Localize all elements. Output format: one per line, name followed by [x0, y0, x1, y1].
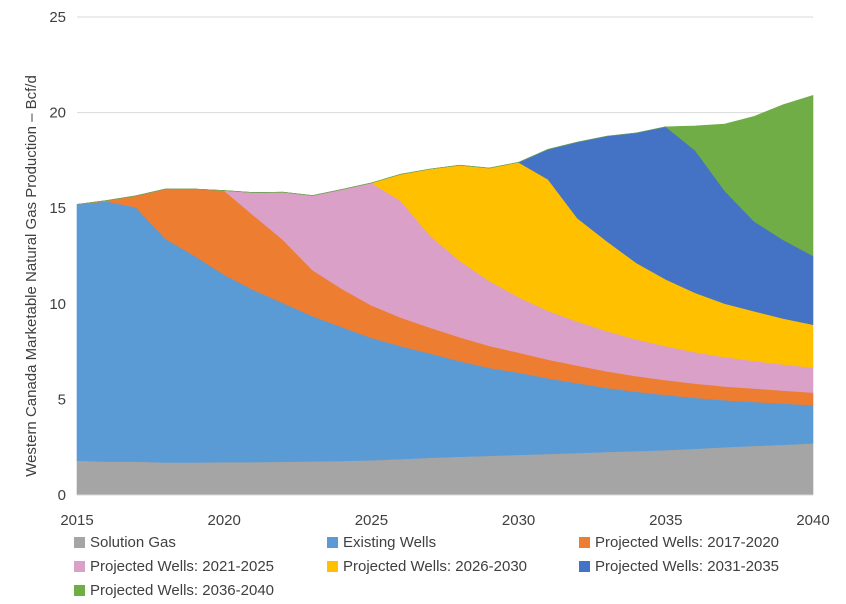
x-tick-label: 2025 — [355, 512, 388, 529]
legend-label: Projected Wells: 2036-2040 — [90, 582, 274, 599]
legend-label: Solution Gas — [90, 534, 176, 551]
legend-item: Projected Wells: 2036-2040 — [74, 582, 274, 599]
legend-item: Solution Gas — [74, 534, 176, 551]
legend-label: Projected Wells: 2021-2025 — [90, 558, 274, 575]
legend-item: Projected Wells: 2017-2020 — [579, 534, 779, 551]
x-tick-label: 2040 — [796, 512, 829, 529]
legend-swatch — [327, 537, 338, 548]
legend-item: Projected Wells: 2031-2035 — [579, 558, 779, 575]
legend-swatch — [74, 537, 85, 548]
legend-item: Existing Wells — [327, 534, 436, 551]
x-tick-label: 2020 — [208, 512, 241, 529]
y-tick-label: 10 — [49, 296, 66, 313]
y-axis-ticks: 0 5 10 15 20 25 — [49, 9, 66, 504]
legend-item: Projected Wells: 2021-2025 — [74, 558, 274, 575]
legend-label: Projected Wells: 2026-2030 — [343, 558, 527, 575]
x-axis-ticks: 2015 2020 2025 2030 2035 2040 — [60, 512, 829, 529]
x-tick-label: 2015 — [60, 512, 93, 529]
x-tick-label: 2030 — [502, 512, 535, 529]
y-tick-label: 20 — [49, 105, 66, 122]
area-series — [76, 94, 814, 496]
legend-label: Existing Wells — [343, 534, 437, 551]
y-axis-label: Western Canada Marketable Natural Gas Pr… — [23, 75, 40, 477]
y-tick-label: 0 — [58, 487, 66, 504]
y-tick-label: 5 — [58, 391, 66, 408]
y-tick-label: 25 — [49, 9, 66, 26]
area-projected-wells-2036-2040 — [76, 94, 814, 257]
legend-item: Projected Wells: 2026-2030 — [327, 558, 527, 575]
legend-swatch — [74, 561, 85, 572]
legend-swatch — [579, 537, 590, 548]
legend-label: Projected Wells: 2031-2035 — [595, 558, 779, 575]
legend-swatch — [327, 561, 338, 572]
legend-swatch — [74, 585, 85, 596]
x-tick-label: 2035 — [649, 512, 682, 529]
legend-label: Projected Wells: 2017-2020 — [595, 534, 779, 551]
legend-swatch — [579, 561, 590, 572]
y-tick-label: 15 — [49, 200, 66, 217]
